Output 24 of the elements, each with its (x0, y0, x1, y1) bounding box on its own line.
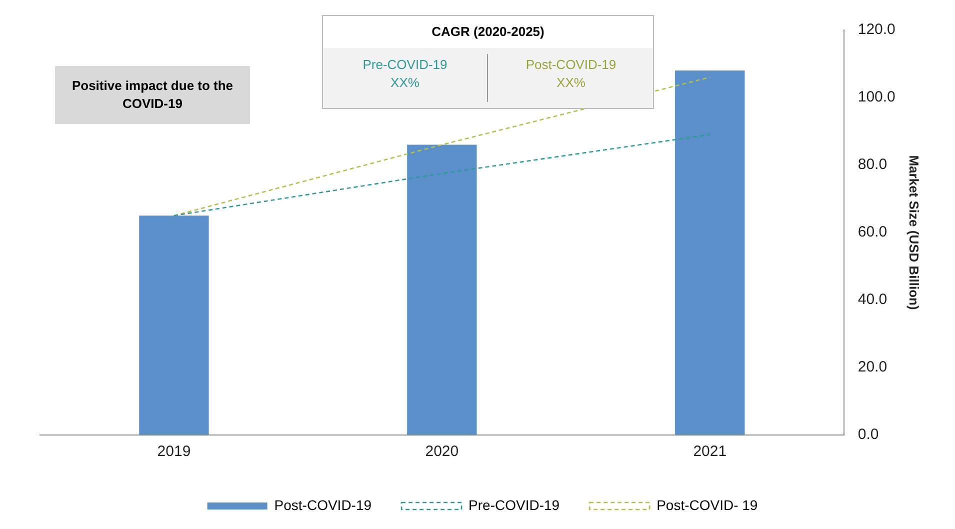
annotation: Positive impact due to the COVID-19 (70, 77, 234, 113)
text-box: Positive impact due to the COVID-19 (55, 66, 250, 124)
y-axis-title: Market Size (USD Billion) (906, 155, 922, 310)
legend-label: Post-COVID-19 (274, 496, 372, 513)
y-tick-label: 40.0 (858, 291, 888, 308)
y-tick-label: 20.0 (858, 358, 888, 376)
bar (675, 70, 745, 435)
y-tick-label: 60.0 (858, 224, 888, 241)
annotation: CAGR (2020-2025) (323, 16, 653, 48)
x-tick-label: 2020 (425, 443, 459, 460)
y-tick-label: 100.0 (858, 88, 896, 106)
annotation: Pre-COVID-19 (362, 56, 448, 74)
x-tick-label: 2021 (693, 443, 727, 460)
bar (139, 216, 209, 435)
y-tick-label: 0.0 (858, 426, 879, 444)
annotation: XX% (390, 74, 420, 92)
y-tick-label: 120.0 (858, 21, 896, 38)
legend-label: Post-COVID- 19 (656, 496, 758, 513)
y-tick-label: 80.0 (858, 156, 888, 174)
legend-label: Pre-COVID-19 (468, 496, 560, 513)
annotation: XX% (556, 74, 586, 92)
annotation: Post-COVID-19 (524, 56, 618, 74)
x-tick-label: 2019 (157, 443, 191, 460)
bar (407, 144, 477, 435)
